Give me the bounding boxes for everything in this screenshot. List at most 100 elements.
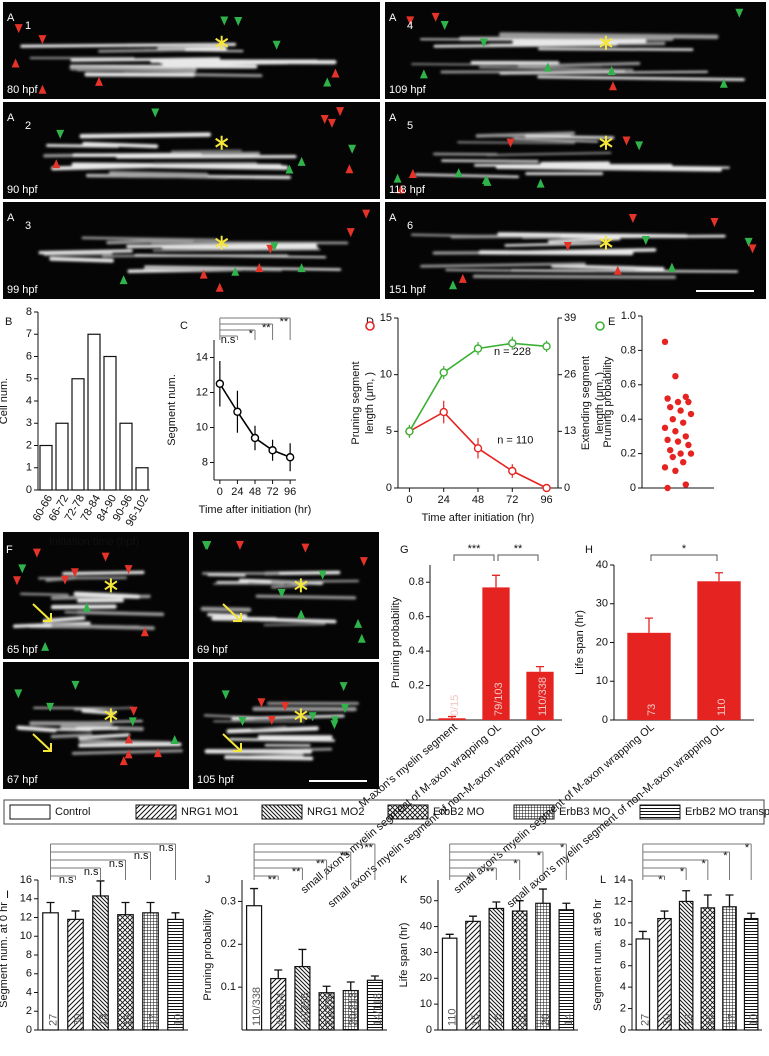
significance-label: * <box>723 850 728 862</box>
myelin-segment <box>250 726 287 731</box>
arrowhead <box>119 756 128 766</box>
error-bar <box>298 948 307 967</box>
significance-bracket <box>650 554 718 561</box>
y-axis-label: Pruning probability <box>202 909 214 1001</box>
arrowhead <box>320 114 329 124</box>
x-axis-label: Time after initiation (hr) <box>199 504 312 516</box>
bar <box>92 895 109 1031</box>
myelin-segment <box>50 604 117 610</box>
arrowhead <box>308 712 317 722</box>
error-bar <box>171 912 180 920</box>
myelin-segment <box>478 66 634 71</box>
myelin-segment <box>64 611 158 616</box>
arrowhead <box>14 689 23 699</box>
arrowhead <box>221 690 230 700</box>
significance-label: * <box>745 842 750 854</box>
cell-body-asterisk <box>294 708 308 723</box>
arrowhead <box>297 609 306 619</box>
myelin-segment <box>81 236 219 242</box>
x-tick-label: 72 <box>506 494 518 506</box>
n-label: 17 <box>147 1014 159 1026</box>
arrowhead <box>301 543 310 553</box>
y-axis-label: length (μm, ) <box>364 372 376 434</box>
bar <box>42 912 59 1031</box>
arrowhead <box>719 78 728 88</box>
myelin-segment <box>495 165 722 172</box>
arrowhead <box>641 236 650 246</box>
point <box>674 398 682 406</box>
n-label: 16 <box>705 1014 717 1026</box>
myelin-segment <box>69 66 197 73</box>
y-axis-label: Pruning probability <box>602 356 614 448</box>
significance-label: ** <box>262 322 271 334</box>
arrowhead <box>336 107 345 117</box>
micrograph-structures <box>20 42 337 78</box>
arrowhead <box>408 169 417 179</box>
myelin-segment <box>475 131 576 138</box>
n-label: 20/213 <box>348 992 360 1026</box>
arrowhead <box>536 178 545 188</box>
significance-label: * <box>680 866 685 878</box>
y-tick-label: 10 <box>596 675 608 687</box>
bar <box>119 422 133 491</box>
arrowhead <box>607 65 616 75</box>
x-tick-label: 96 <box>284 486 296 498</box>
y-tick-label: 0 <box>26 1024 32 1036</box>
error-bar <box>370 975 379 981</box>
arrowhead <box>203 541 212 551</box>
arrowhead <box>339 682 348 692</box>
arrowhead <box>101 552 110 562</box>
arrowhead <box>735 8 744 18</box>
myelin-segment <box>170 149 242 153</box>
legend-swatch <box>639 804 681 820</box>
arrowhead <box>151 108 160 118</box>
myelin-segment <box>106 238 194 245</box>
myelin-segment <box>134 254 327 259</box>
myelin-segment <box>79 132 212 139</box>
error-bar <box>448 715 456 719</box>
point <box>250 433 260 443</box>
arrowhead <box>285 164 294 174</box>
bar <box>558 909 575 1031</box>
y-tick-label: 7 <box>26 328 32 340</box>
y-tick-label: 2 <box>26 1005 32 1017</box>
cell-body-asterisk <box>104 708 118 723</box>
myelin-segment <box>108 170 209 177</box>
myelin-segment <box>43 251 113 257</box>
error-bar <box>71 910 80 920</box>
y-tick-label: 0 <box>418 714 424 726</box>
myelin-segment <box>51 164 152 171</box>
panel-letter: H <box>585 544 593 556</box>
y-tick-label: 20 <box>596 636 608 648</box>
n-label: 73 <box>646 704 658 716</box>
n-label: 10 <box>172 1014 184 1026</box>
point <box>664 484 671 492</box>
n-label: 20 <box>493 1014 505 1026</box>
point <box>667 403 674 411</box>
n-label: 79/103 <box>493 682 505 716</box>
legend-swatch <box>9 804 51 820</box>
myelin-segment <box>255 594 357 600</box>
arrowhead <box>748 244 757 254</box>
bar <box>117 914 134 1031</box>
cell-body-asterisk <box>294 578 308 593</box>
y-tick-label: 0.3 <box>221 895 236 907</box>
myelin-segment <box>82 141 159 149</box>
arrowhead <box>458 273 467 283</box>
bar <box>526 671 554 720</box>
bar <box>135 467 149 491</box>
error-bar <box>539 888 547 904</box>
n-label: 0/15 <box>449 695 461 716</box>
myelin-segment <box>433 43 618 48</box>
x-tick-label: 72 <box>266 486 278 498</box>
error-bar <box>445 933 454 939</box>
legend-label: NRG1 MO2 <box>307 806 364 818</box>
n-label: 27 <box>47 1014 59 1026</box>
arrowhead <box>220 16 229 26</box>
point <box>268 446 277 455</box>
error-bar <box>46 901 55 913</box>
myelin-segment <box>98 48 186 53</box>
panel-letter: L <box>600 874 606 886</box>
panel-letter: I <box>6 889 9 901</box>
y-tick-label: 8 <box>26 949 32 961</box>
